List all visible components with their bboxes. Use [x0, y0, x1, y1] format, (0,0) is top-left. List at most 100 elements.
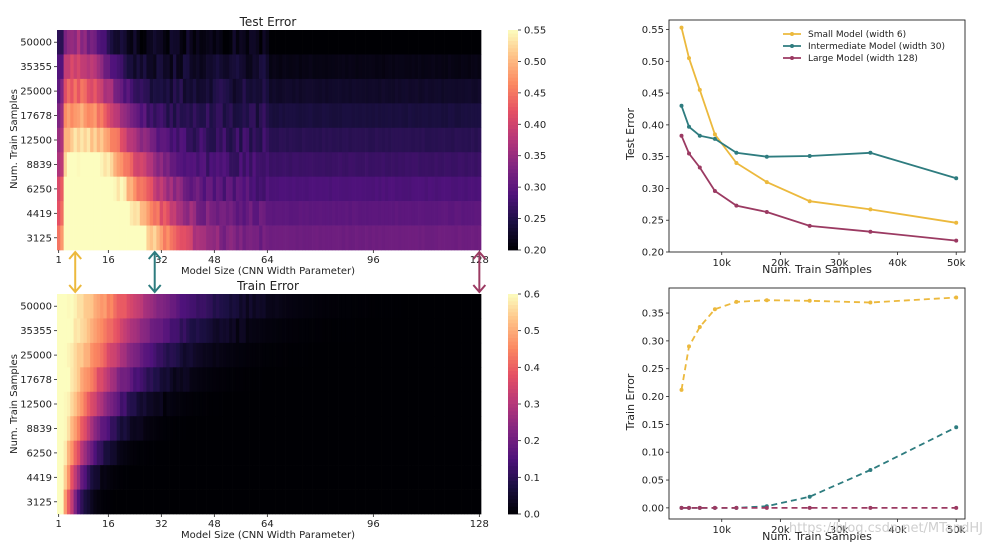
- heatmap-cell: [285, 201, 290, 226]
- heatmap-cell: [216, 103, 220, 129]
- heatmap-cell: [288, 225, 293, 251]
- heatmap-cell: [93, 416, 98, 442]
- heatmap-cell: [464, 489, 469, 515]
- heatmap-cell: [384, 294, 389, 319]
- arrow-large-head-down: [472, 284, 487, 294]
- heatmap-cell: [295, 103, 300, 129]
- heatmap-cell: [471, 176, 475, 202]
- heatmap-cell: [371, 152, 376, 178]
- heatmap-cell: [149, 176, 154, 202]
- colorbar-segment: [508, 506, 518, 511]
- heatmap-cell: [172, 489, 177, 515]
- heatmap-cell: [212, 294, 217, 319]
- small-data-point: [807, 298, 812, 303]
- heatmap-cell: [143, 103, 147, 129]
- heatmap-cell: [474, 489, 479, 515]
- colorbar-segment: [508, 470, 518, 475]
- colorbar-segment: [508, 37, 518, 42]
- heatmap-cell: [159, 440, 164, 466]
- heatmap-cell: [70, 152, 74, 178]
- heatmap-cell: [169, 127, 174, 153]
- heatmap-cell: [57, 127, 61, 153]
- heatmap-cell: [209, 440, 214, 466]
- heatmap-cell: [401, 367, 406, 393]
- heatmap-cell: [212, 225, 217, 251]
- heatmap-cell: [411, 127, 416, 153]
- heatmap-cell: [196, 78, 200, 104]
- colorbar-segment: [508, 129, 518, 134]
- heatmap-cell: [199, 152, 204, 178]
- heatmap-cell: [338, 294, 343, 319]
- heatmap-cell: [96, 54, 101, 80]
- heatmap-cell: [156, 342, 161, 368]
- colorbar-segment: [508, 407, 518, 412]
- heatmap-cell: [179, 367, 184, 393]
- heatmap-cell: [60, 176, 64, 202]
- heatmap-cell: [123, 30, 127, 55]
- heatmap-cell: [169, 201, 174, 226]
- heatmap-cell: [431, 176, 435, 202]
- heatmap-cell: [272, 78, 276, 104]
- heatmap-cell: [86, 391, 91, 417]
- heatmap-cell: [159, 489, 164, 515]
- heatmap-cell: [70, 342, 74, 368]
- heatmap-cell: [139, 54, 144, 80]
- colorbar-segment: [508, 477, 518, 482]
- heatmap-cell: [76, 294, 81, 319]
- heatmap-cell: [156, 440, 161, 466]
- heatmap-cell: [292, 30, 296, 55]
- heatmap-cell: [414, 342, 419, 368]
- heatmap-cell: [401, 152, 406, 178]
- heatmap-cell: [212, 54, 217, 80]
- heatmap-cell: [418, 30, 422, 55]
- heatmap-cell: [269, 30, 273, 55]
- heatmap-cell: [275, 127, 280, 153]
- heatmap-cell: [285, 78, 290, 104]
- heatmap-cell: [288, 489, 293, 515]
- heatmap-cell: [219, 367, 223, 393]
- colorbar-segment: [508, 136, 518, 141]
- heatmap-cell: [424, 440, 429, 466]
- heatmap-cell: [358, 489, 363, 515]
- heatmap-cell: [189, 127, 194, 153]
- heatmap-cell: [153, 103, 157, 129]
- heatmap-cell: [351, 342, 356, 368]
- heatmap-cell: [116, 176, 121, 202]
- heatmap-cell: [176, 152, 180, 178]
- heatmap-cell: [153, 440, 157, 466]
- heatmap-cell: [70, 176, 74, 202]
- heatmap-cell: [375, 440, 379, 466]
- heatmap-cell: [375, 489, 379, 515]
- heatmap-cell: [388, 176, 392, 202]
- heatmap-cell: [404, 127, 409, 153]
- colorbar-segment: [508, 202, 518, 207]
- heatmap-cell: [278, 318, 283, 344]
- heatmap-cell: [76, 318, 81, 344]
- heatmap-cell: [116, 342, 121, 368]
- heatmap-cell: [235, 78, 240, 104]
- heatmap-cell: [318, 294, 323, 319]
- heatmap-cell: [437, 318, 442, 344]
- heatmap-cell: [401, 391, 406, 417]
- heatmap-cell: [110, 127, 114, 153]
- heatmap-cell: [431, 440, 435, 466]
- colorbar-segment: [508, 206, 518, 211]
- heatmap-cell: [149, 103, 154, 129]
- heatmap-cell: [421, 54, 426, 80]
- heatmap-cell: [315, 78, 320, 104]
- heatmap-cell: [63, 294, 68, 319]
- heatmap-cell: [212, 201, 217, 226]
- heatmap-cell: [322, 465, 326, 490]
- heatmap-cell: [249, 30, 253, 55]
- heatmap-cell: [325, 78, 329, 104]
- heatmap-cell: [411, 54, 416, 80]
- heatmap-cell: [322, 30, 326, 55]
- heatmap-cell: [428, 103, 432, 129]
- colorbar-segment: [508, 499, 518, 504]
- colorbar-tick-label: 0.25: [524, 214, 546, 225]
- heatmap-cell: [315, 30, 320, 55]
- heatmap-cell: [384, 440, 389, 466]
- colorbar-segment: [508, 103, 518, 108]
- heatmap-cell: [351, 225, 356, 251]
- colorbar-segment: [508, 191, 518, 196]
